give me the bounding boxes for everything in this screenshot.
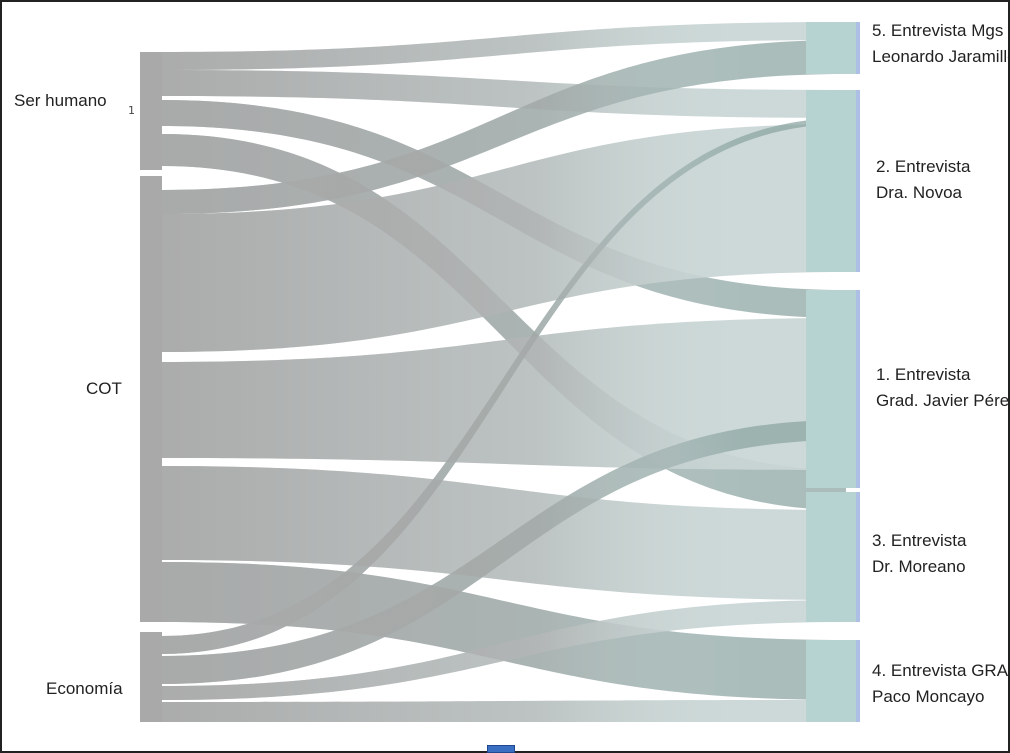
- flow-ser-t5-shade: [162, 22, 846, 70]
- target-node-t4[interactable]: [806, 640, 860, 722]
- target-label-t4-line1: 4. Entrevista GRAE: [872, 661, 1010, 680]
- source-node-eco[interactable]: [140, 632, 162, 722]
- bottom-scroll-marker[interactable]: [487, 745, 515, 753]
- target-node-t2[interactable]: [806, 90, 860, 272]
- target-node-t1[interactable]: [806, 290, 860, 488]
- flow-cot-t5-shade: [162, 40, 846, 214]
- flow-cot-t3-shade: [162, 466, 846, 600]
- flow-cot-t1-shade: [162, 318, 846, 470]
- target-label-t4: 4. Entrevista GRAE Paco Moncayo: [872, 658, 1010, 711]
- sankey-flows: [162, 22, 846, 722]
- source-node-cot[interactable]: [140, 176, 162, 622]
- flow-eco-t5-shade: [162, 118, 846, 654]
- flow-eco-t1-shade: [162, 420, 846, 684]
- target-label-t3-line2: Dr. Moreano: [872, 557, 966, 577]
- target-node-edge-t3: [856, 492, 860, 622]
- target-node-t3[interactable]: [806, 492, 860, 622]
- target-label-t2: 2. Entrevista Dra. Novoa: [876, 154, 971, 207]
- source-label-economia: Economía: [46, 679, 123, 698]
- flow-ser-t2-shade: [162, 70, 846, 118]
- target-node-edge-t1: [856, 290, 860, 488]
- flow-eco-t4-shade: [162, 700, 846, 722]
- target-label-t5: 5. Entrevista Mgs Leonardo Jaramillo: [872, 18, 1010, 71]
- target-label-t1: 1. Entrevista Grad. Javier Pérez: [876, 362, 1010, 415]
- target-node-edge-t2: [856, 90, 860, 272]
- source-label-box-ser: [10, 78, 124, 126]
- sankey-nodes: [140, 22, 860, 722]
- source-label-box-eco: [34, 663, 138, 713]
- target-node-edge-t5: [856, 22, 860, 74]
- flow-eco-t3-shade: [162, 600, 846, 700]
- flow-ser-t3-shade: [162, 134, 846, 510]
- target-label-t3-line1: 3. Entrevista: [872, 531, 967, 550]
- target-label-t3: 3. Entrevista Dr. Moreano: [872, 528, 967, 581]
- target-node-edge-t4: [856, 640, 860, 722]
- target-label-t2-line1: 2. Entrevista: [876, 157, 971, 176]
- target-label-t2-line2: Dra. Novoa: [876, 183, 962, 203]
- target-label-t1-line2: Grad. Javier Pérez: [876, 391, 1010, 411]
- source-node-ser[interactable]: [140, 52, 162, 170]
- target-label-t5-line1: 5. Entrevista Mgs: [872, 21, 1004, 40]
- target-node-t5[interactable]: [806, 22, 860, 74]
- target-label-t1-line1: 1. Entrevista: [876, 365, 971, 384]
- source-label-ser-humano: Ser humano: [14, 91, 107, 110]
- ser-humano-tick: 1: [128, 104, 135, 117]
- source-label-cot: COT: [86, 379, 122, 398]
- target-label-t4-line2: Paco Moncayo: [872, 687, 985, 707]
- flow-cot-t2-shade: [162, 124, 846, 352]
- target-label-t5-line2: Leonardo Jaramillo: [872, 47, 1010, 67]
